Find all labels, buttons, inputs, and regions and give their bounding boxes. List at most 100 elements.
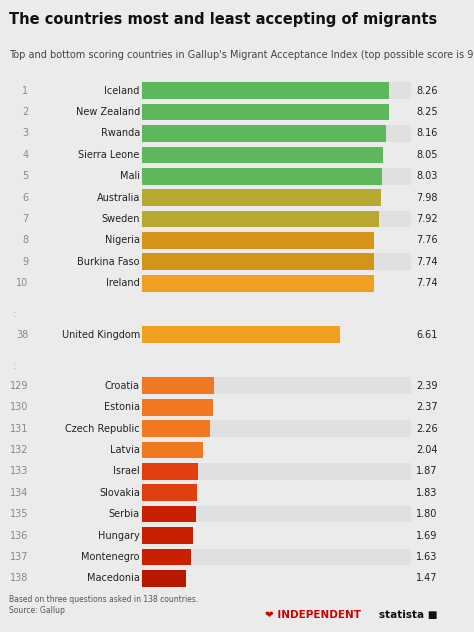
Text: Based on three questions asked in 138 countries.
Source: Gallup: Based on three questions asked in 138 co… [9, 595, 199, 615]
Text: 2: 2 [22, 107, 28, 117]
Text: 7.98: 7.98 [416, 193, 438, 203]
Text: New Zealand: New Zealand [75, 107, 140, 117]
Text: 2.37: 2.37 [416, 402, 438, 412]
Text: Israel: Israel [113, 466, 140, 477]
Text: 7.92: 7.92 [416, 214, 438, 224]
Text: 131: 131 [10, 423, 28, 434]
Text: 8.03: 8.03 [416, 171, 438, 181]
Text: 2.39: 2.39 [416, 381, 438, 391]
Text: Australia: Australia [96, 193, 140, 203]
Bar [142, 104, 389, 121]
Text: 38: 38 [16, 329, 28, 339]
Bar [142, 442, 203, 458]
Text: 8.05: 8.05 [416, 150, 438, 160]
Bar [142, 326, 411, 343]
Text: 134: 134 [10, 488, 28, 498]
Text: 133: 133 [10, 466, 28, 477]
Text: 1.63: 1.63 [416, 552, 438, 562]
Bar [142, 527, 193, 544]
Text: Croatia: Croatia [105, 381, 140, 391]
Text: 9: 9 [22, 257, 28, 267]
Text: Latvia: Latvia [110, 445, 140, 455]
Text: 130: 130 [10, 402, 28, 412]
Text: 8: 8 [22, 235, 28, 245]
Bar [142, 399, 213, 416]
Text: 136: 136 [10, 530, 28, 540]
Text: 138: 138 [10, 573, 28, 583]
Bar [142, 190, 411, 206]
Text: Top and bottom scoring countries in Gallup's Migrant Acceptance Index (top possi: Top and bottom scoring countries in Gall… [9, 49, 474, 59]
Text: Montenegro: Montenegro [82, 552, 140, 562]
Bar [142, 210, 379, 228]
Text: 6: 6 [22, 193, 28, 203]
Text: Macedonia: Macedonia [87, 573, 140, 583]
Bar [142, 420, 411, 437]
Text: 135: 135 [10, 509, 28, 519]
Bar [142, 104, 411, 121]
Text: Nigeria: Nigeria [105, 235, 140, 245]
Text: 2.26: 2.26 [416, 423, 438, 434]
Text: 1.80: 1.80 [416, 509, 438, 519]
Text: 10: 10 [16, 278, 28, 288]
Text: 8.26: 8.26 [416, 86, 438, 95]
Bar [142, 549, 411, 565]
Bar [142, 147, 411, 163]
Bar [142, 210, 411, 228]
Bar [142, 506, 196, 523]
Text: United Kingdom: United Kingdom [62, 329, 140, 339]
Text: 129: 129 [10, 381, 28, 391]
Bar [142, 377, 214, 394]
Bar [142, 82, 411, 99]
Bar [142, 168, 383, 185]
Text: statista ■: statista ■ [379, 610, 438, 620]
Text: 1: 1 [22, 86, 28, 95]
Text: 8.16: 8.16 [416, 128, 438, 138]
Text: Estonia: Estonia [104, 402, 140, 412]
Text: 8.25: 8.25 [416, 107, 438, 117]
Bar [142, 463, 198, 480]
Text: Hungary: Hungary [98, 530, 140, 540]
Text: :: : [12, 360, 16, 370]
Bar [142, 253, 374, 270]
Text: 132: 132 [10, 445, 28, 455]
Text: 1.87: 1.87 [416, 466, 438, 477]
Bar [142, 527, 411, 544]
Text: Slovakia: Slovakia [99, 488, 140, 498]
Text: Iceland: Iceland [104, 86, 140, 95]
Bar [142, 232, 374, 249]
Bar [142, 377, 411, 394]
Bar [142, 463, 411, 480]
Text: 7: 7 [22, 214, 28, 224]
Text: 1.83: 1.83 [416, 488, 438, 498]
Text: Ireland: Ireland [106, 278, 140, 288]
Text: Serbia: Serbia [109, 509, 140, 519]
Bar [142, 549, 191, 565]
Text: ❤ INDEPENDENT: ❤ INDEPENDENT [265, 610, 362, 620]
Bar [142, 168, 411, 185]
Text: 137: 137 [10, 552, 28, 562]
Text: 7.74: 7.74 [416, 257, 438, 267]
Text: 7.74: 7.74 [416, 278, 438, 288]
Bar [142, 82, 389, 99]
Text: 4: 4 [22, 150, 28, 160]
Bar [142, 232, 411, 249]
Text: 6.61: 6.61 [416, 329, 438, 339]
Bar [142, 442, 411, 458]
Bar [142, 190, 381, 206]
Text: The countries most and least accepting of migrants: The countries most and least accepting o… [9, 12, 438, 27]
Text: 1.69: 1.69 [416, 530, 438, 540]
Text: Burkina Faso: Burkina Faso [77, 257, 140, 267]
Text: 7.76: 7.76 [416, 235, 438, 245]
Bar [142, 253, 411, 270]
Text: Sierra Leone: Sierra Leone [79, 150, 140, 160]
Text: Sweden: Sweden [101, 214, 140, 224]
Text: Rwanda: Rwanda [100, 128, 140, 138]
Text: 5: 5 [22, 171, 28, 181]
Bar [142, 147, 383, 163]
Bar [142, 326, 340, 343]
Bar [142, 570, 411, 586]
Bar [142, 275, 411, 291]
Text: Czech Republic: Czech Republic [65, 423, 140, 434]
Text: 1.47: 1.47 [416, 573, 438, 583]
Bar [142, 275, 374, 291]
